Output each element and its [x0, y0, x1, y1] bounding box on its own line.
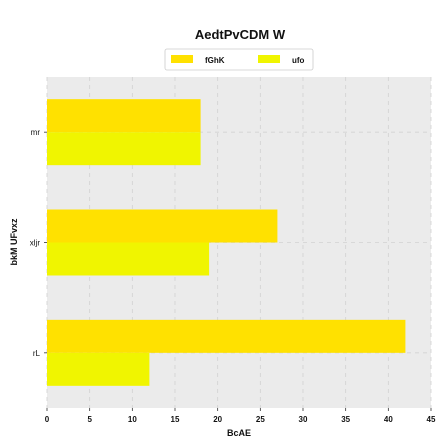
bar-ufo-mr	[47, 132, 201, 166]
x-tick-label: 5	[87, 415, 92, 424]
y-axis-title: bkM UFvxz	[9, 218, 19, 266]
legend-swatch-ufo	[258, 55, 280, 63]
y-tick-label: mr	[31, 128, 41, 137]
y-axis-ticks: mr xljr rL	[30, 128, 47, 358]
x-tick-label: 15	[171, 415, 180, 424]
x-tick-label: 20	[213, 415, 222, 424]
bar-fghk-mr	[47, 99, 201, 133]
x-tick-label: 10	[128, 415, 137, 424]
y-tick-label: xljr	[30, 239, 41, 248]
legend-box	[164, 48, 314, 71]
chart-title: AedtPvCDM W	[195, 27, 286, 42]
legend: fGhK ufo	[164, 48, 314, 71]
bar-fghk-rl	[47, 319, 406, 353]
x-tick-label: 0	[45, 415, 50, 424]
bars	[47, 99, 406, 386]
bar-ufo-rl	[47, 352, 150, 386]
y-tick-label: rL	[33, 349, 41, 358]
x-tick-label: 45	[427, 415, 436, 424]
bar-fghk-xljr	[47, 209, 278, 243]
x-tick-label: 30	[299, 415, 308, 424]
x-axis-ticks: 0 5 10 15 20 25 30 35 40 45	[45, 408, 436, 424]
x-tick-label: 25	[256, 415, 265, 424]
x-tick-label: 40	[384, 415, 393, 424]
x-axis-title: BcAE	[227, 428, 251, 438]
legend-label-fghk: fGhK	[205, 56, 225, 65]
legend-swatch-fghk	[171, 55, 193, 63]
x-tick-label: 35	[341, 415, 350, 424]
legend-label-ufo: ufo	[292, 56, 305, 65]
bar-ufo-xljr	[47, 242, 210, 276]
